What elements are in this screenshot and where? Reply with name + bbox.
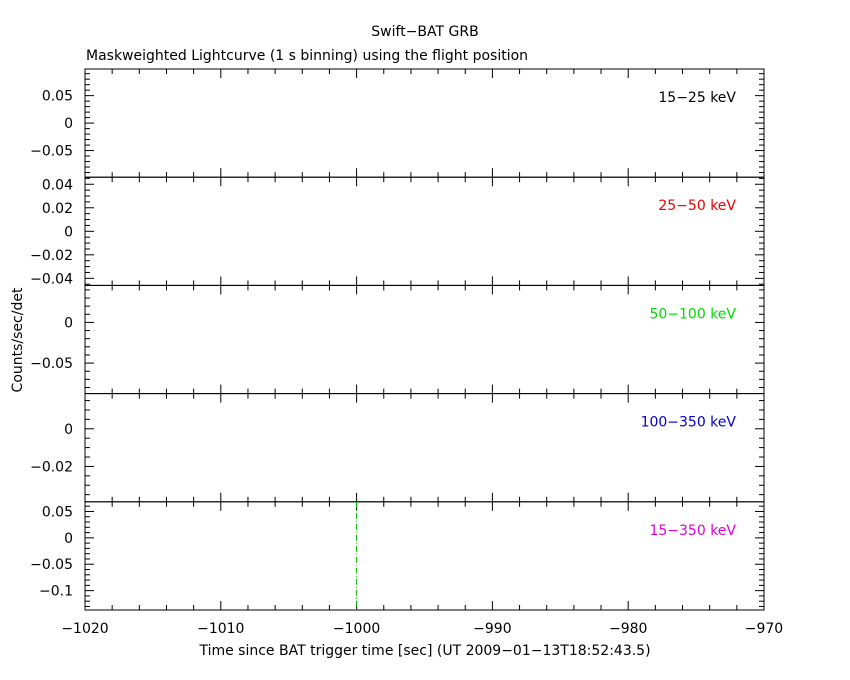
x-tick-label: −990 [473, 621, 511, 637]
y-tick-label: −0.05 [30, 144, 73, 160]
panel-frame [84, 393, 765, 503]
y-tick-label: −0.05 [30, 557, 73, 573]
panel-3: 0 −0.05 50−100 keV [30, 284, 765, 395]
y-tick-label: 0 [64, 116, 73, 132]
panel-1: 0.05 0 −0.05 15−25 keV [30, 68, 765, 178]
panel-frame [84, 176, 765, 286]
y-tick-label: 0 [64, 422, 73, 438]
panel-frame [84, 284, 765, 395]
y-tick-label: −0.04 [30, 271, 73, 287]
y-axis-label: Counts/sec/det [10, 287, 26, 392]
band-label: 15−25 keV [658, 90, 736, 106]
panel-frame [84, 68, 765, 178]
x-axis: −1020 −1010 −1000 −990 −980 −970 [61, 621, 783, 637]
x-tick-label: −1010 [197, 621, 244, 637]
chart-subtitle: Maskweighted Lightcurve (1 s binning) us… [86, 48, 528, 64]
y-tick-label: 0 [64, 315, 73, 331]
x-tick-label: −1020 [61, 621, 108, 637]
band-label: 50−100 keV [649, 306, 736, 322]
y-tick-label: 0.02 [42, 201, 73, 217]
panel-2: 0.04 0.02 0 −0.02 −0.04 25−50 keV [30, 176, 765, 287]
y-tick-label: −0.1 [39, 584, 73, 600]
x-axis-label: Time since BAT trigger time [sec] (UT 20… [198, 643, 650, 659]
x-tick-label: −980 [609, 621, 647, 637]
y-tick-label: −0.05 [30, 356, 73, 372]
y-tick-label: −0.02 [30, 459, 73, 475]
band-label: 100−350 keV [641, 415, 737, 431]
y-tick-label: 0 [64, 531, 73, 547]
panel-frame [84, 501, 765, 611]
band-label: 25−50 keV [658, 198, 736, 214]
band-label: 15−350 keV [649, 523, 736, 539]
y-tick-label: 0.05 [42, 504, 73, 520]
panel-5: 0.05 0 −0.05 −0.1 15−350 keV [30, 501, 765, 611]
panel-4: 0 −0.02 100−350 keV [30, 393, 765, 503]
y-tick-label: −0.02 [30, 248, 73, 264]
x-tick-label: −970 [745, 621, 783, 637]
y-tick-label: 0.04 [42, 177, 73, 193]
panels-group: 0.05 0 −0.05 15−25 keV 0.04 0.02 0 −0.02 −0.04 25… [30, 68, 765, 611]
x-tick-label: −1000 [333, 621, 380, 637]
y-tick-label: 0 [64, 224, 73, 240]
chart-title: Swift−BAT GRB [371, 24, 478, 40]
y-tick-label: 0.05 [42, 89, 73, 105]
